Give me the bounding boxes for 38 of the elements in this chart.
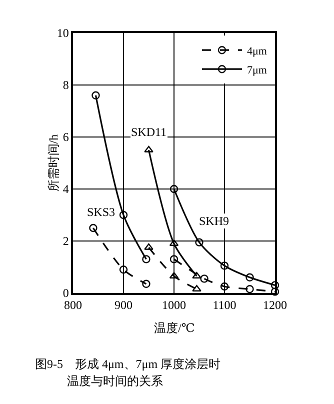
y-tick-label: 10	[56, 26, 69, 40]
annotation: SKS3	[87, 205, 116, 219]
legend-label: 4μm	[246, 45, 268, 58]
y-tick-label: 0	[62, 286, 69, 300]
x-tick-label: 800	[64, 298, 82, 312]
y-tick-label: 8	[62, 78, 69, 92]
point	[246, 285, 254, 294]
point	[195, 238, 204, 246]
y-tick-label: 2	[62, 234, 69, 248]
point	[270, 288, 280, 296]
point	[220, 282, 229, 291]
point	[144, 243, 154, 250]
point	[246, 273, 254, 282]
x-tick-label: 1200	[263, 298, 287, 312]
point	[142, 280, 150, 288]
point	[119, 266, 128, 274]
caption: 图9-5 形成 4μm、7μm 厚度涂层时	[35, 357, 221, 371]
point	[144, 146, 154, 152]
annotation: SKH9	[199, 214, 230, 228]
point	[220, 262, 229, 270]
point	[142, 255, 150, 264]
x-tick-label: 1000	[162, 298, 186, 312]
x-tick-label: 900	[114, 298, 132, 312]
annotation: SKD11	[131, 125, 167, 139]
point	[89, 224, 98, 232]
x-axis-title: 温度/℃	[154, 321, 195, 335]
point	[200, 274, 208, 283]
point	[119, 210, 128, 220]
y-tick-label: 4	[62, 182, 69, 196]
legend-label: 7μm	[246, 64, 268, 76]
y-tick-label: 6	[62, 130, 69, 144]
text: 温度与时间的关系	[67, 374, 163, 388]
y-axis-title: 所需时间/h	[46, 134, 61, 192]
point	[170, 255, 178, 264]
point	[170, 184, 178, 194]
point	[270, 281, 280, 290]
point	[92, 91, 100, 100]
x-tick-label: 1100	[212, 298, 236, 312]
